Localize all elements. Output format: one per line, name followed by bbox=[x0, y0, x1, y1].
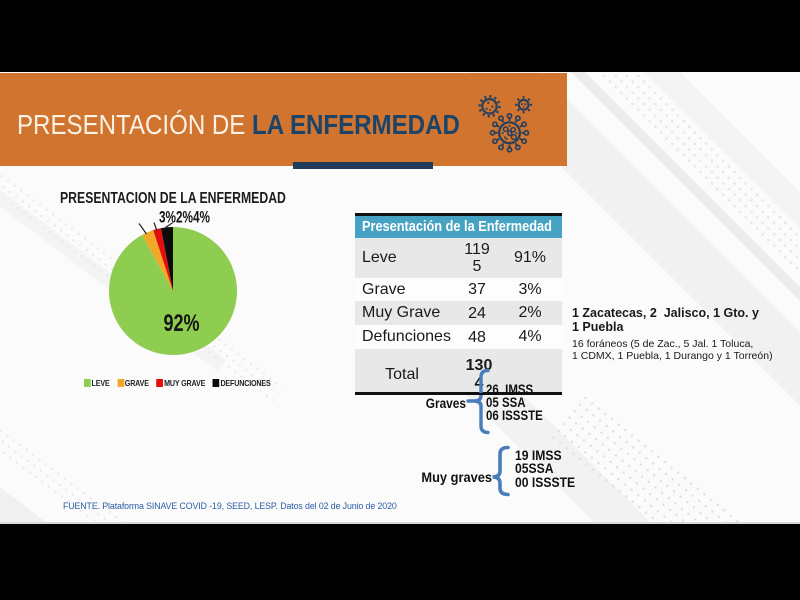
svg-text:3%2%4%: 3%2%4% bbox=[159, 209, 210, 227]
svg-text:92%: 92% bbox=[164, 310, 200, 337]
